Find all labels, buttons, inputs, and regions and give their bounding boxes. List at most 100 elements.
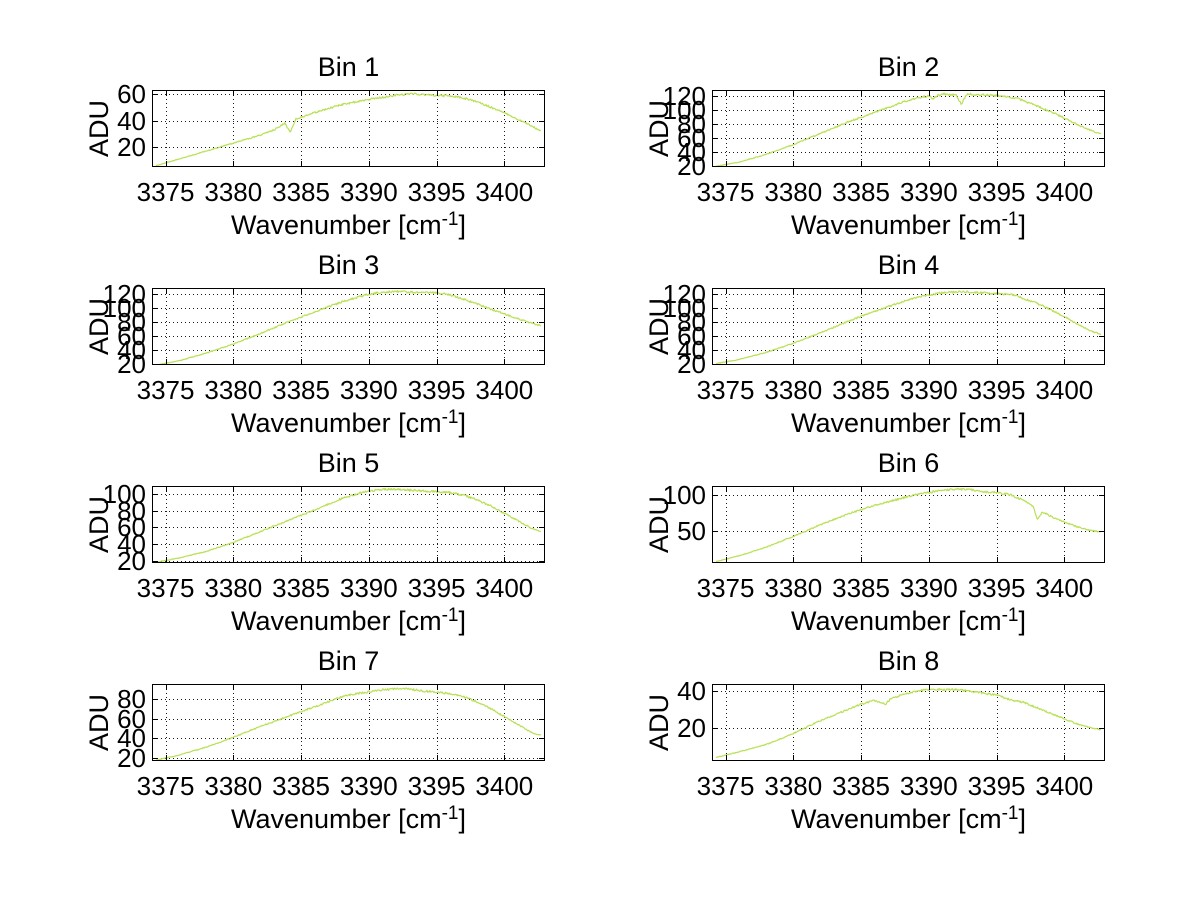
x-tick-label: 3375	[696, 177, 755, 207]
axes-box	[152, 288, 545, 365]
subplot-bin-6: Bin 6 ADU 50 100 3375 3380 3385 3390 3395 3400 Wav…	[620, 446, 1180, 644]
spectrum-curve	[715, 687, 1102, 759]
y-tick-label: 100	[662, 479, 706, 510]
y-tick-label: 20	[117, 132, 146, 163]
x-axis-label: Wavenumber [cm-1]	[712, 407, 1105, 439]
x-tick-label: 3375	[136, 771, 195, 801]
y-tick-label: 50	[677, 515, 706, 546]
plot-area	[152, 90, 545, 167]
y-tick-label: 40	[677, 136, 706, 167]
x-axis-label-main: Wavenumber [cm	[231, 606, 442, 636]
y-tick-label: 120	[662, 80, 706, 111]
x-tick-label: 3395	[967, 177, 1026, 207]
x-tick-label: 3380	[204, 771, 263, 801]
x-axis-label-main: Wavenumber [cm	[791, 408, 1002, 438]
y-tick-label: 100	[102, 292, 146, 323]
y-tick-label: 20	[677, 348, 706, 379]
axes-box	[712, 288, 1105, 365]
y-tick-label: 100	[662, 94, 706, 125]
x-tick-label: 3380	[764, 375, 823, 405]
subplot-title: Bin 4	[877, 250, 940, 280]
x-tick-label: 3400	[1035, 177, 1094, 207]
axes-box	[152, 684, 545, 761]
x-tick-label: 3385	[832, 177, 890, 207]
spectrum-curve	[715, 487, 1101, 563]
subplot-title: Bin 5	[317, 448, 380, 478]
y-tick-label: 40	[117, 105, 146, 136]
subplot-title: Bin 2	[877, 52, 940, 82]
x-tick-label: 3385	[272, 771, 330, 801]
x-axis-label-superscript: -1	[1001, 407, 1019, 428]
spectrum-curve	[155, 687, 542, 761]
x-tick-label: 3390	[899, 177, 958, 207]
y-tick-label: 80	[677, 108, 706, 139]
x-tick-label: 3375	[136, 375, 195, 405]
x-axis-label: Wavenumber [cm-1]	[152, 407, 545, 439]
x-axis-label: Wavenumber [cm-1]	[712, 605, 1105, 637]
x-tick-label: 3375	[136, 573, 195, 603]
y-tick-label: 120	[662, 278, 706, 309]
x-tick-label: 3385	[272, 573, 330, 603]
x-axis-label-main: Wavenumber [cm	[791, 804, 1002, 834]
y-tick-label: 40	[117, 723, 146, 754]
subplot-bin-5: Bin 5 ADU 20 40 60 80 100 3375 3380 3385 3390 3395 3…	[60, 446, 620, 644]
x-tick-label: 3395	[967, 375, 1026, 405]
x-axis-label-end: ]	[458, 804, 466, 834]
y-tick-label: 40	[677, 334, 706, 365]
x-tick-label: 3380	[764, 573, 823, 603]
x-axis-label-end: ]	[1018, 606, 1026, 636]
axes-box	[152, 486, 545, 563]
x-axis-label-end: ]	[1018, 804, 1026, 834]
x-axis-label-superscript: -1	[1001, 605, 1019, 626]
x-axis-label-main: Wavenumber [cm	[231, 210, 442, 240]
x-tick-label: 3390	[339, 177, 398, 207]
x-tick-label: 3375	[696, 573, 755, 603]
x-tick-label: 3400	[475, 573, 534, 603]
x-tick-label: 3375	[696, 375, 755, 405]
y-tick-label: 80	[117, 306, 146, 337]
x-tick-label: 3395	[407, 177, 466, 207]
y-tick-label: 100	[662, 292, 706, 323]
y-tick-label: 40	[677, 676, 706, 707]
spectrum-curve	[715, 290, 1102, 365]
x-tick-label: 3395	[967, 771, 1026, 801]
x-tick-label: 3390	[899, 375, 958, 405]
y-tick-label: 20	[677, 150, 706, 181]
subplot-bin-8: Bin 8 ADU 20 40 3375 3380 3385 3390 3395 3400 Wave…	[620, 644, 1180, 842]
axes-box	[712, 684, 1105, 761]
spectrum-curve	[156, 290, 542, 365]
x-tick-label: 3380	[764, 177, 823, 207]
x-tick-label: 3400	[475, 177, 534, 207]
y-tick-label: 20	[117, 348, 146, 379]
x-tick-label: 3385	[832, 771, 890, 801]
subplot-bin-4: Bin 4 ADU 20 40 60 80 100 120 3375 3380 3385 3390 33…	[620, 248, 1180, 446]
y-tick-label: 60	[117, 703, 146, 734]
x-tick-label: 3395	[407, 573, 466, 603]
plot-area	[152, 684, 545, 761]
subplot-bin-7: Bin 7 ADU 20 40 60 80 3375 3380 3385 3390 3395 3400…	[60, 644, 620, 842]
x-axis-label-end: ]	[458, 606, 466, 636]
y-tick-label: 60	[677, 320, 706, 351]
subplot-bin-1: Bin 1 ADU 20 40 60 3375 3380 3385 3390 3395 3400 Wa…	[60, 50, 620, 248]
x-axis-label-main: Wavenumber [cm	[791, 210, 1002, 240]
x-tick-label: 3400	[475, 375, 534, 405]
spectrum-curve	[715, 92, 1102, 167]
plot-area	[712, 288, 1105, 365]
y-tick-label: 20	[117, 545, 146, 576]
x-tick-label: 3390	[899, 573, 958, 603]
subplot-title: Bin 6	[877, 448, 940, 478]
x-tick-label: 3375	[136, 177, 195, 207]
axes-box	[152, 90, 545, 167]
x-tick-label: 3380	[204, 375, 263, 405]
x-axis-label: Wavenumber [cm-1]	[712, 209, 1105, 241]
spectrum-curve	[155, 487, 542, 563]
plot-area	[712, 90, 1105, 167]
subplot-bin-2: Bin 2 ADU 20 40 60 80 100 120 3375 3380 3385 3390 33…	[620, 50, 1180, 248]
spectrum-curve	[155, 92, 542, 167]
x-axis-label-end: ]	[1018, 408, 1026, 438]
x-tick-label: 3385	[832, 375, 890, 405]
subplot-title: Bin 1	[317, 52, 380, 82]
x-tick-label: 3385	[272, 177, 330, 207]
x-tick-label: 3390	[899, 771, 958, 801]
